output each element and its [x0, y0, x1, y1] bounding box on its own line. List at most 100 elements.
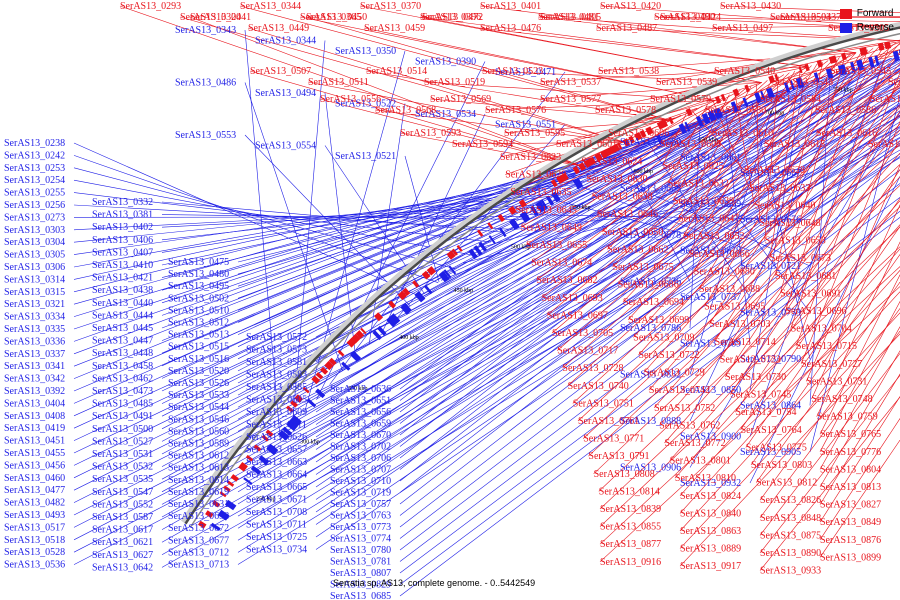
forward-gene-label: SerAS13_0635 [510, 187, 571, 198]
reverse-gene-label: SerAS13_0710 [330, 476, 391, 487]
forward-gene-label: SerAS13_0686 [618, 280, 679, 291]
forward-gene-connector [659, 152, 900, 426]
forward-gene-connector [305, 16, 670, 121]
reverse-gene-connector [316, 61, 486, 399]
forward-gene-label: SerAS13_0405 [540, 12, 601, 23]
reverse-gene-glyph [701, 112, 711, 125]
reverse-gene-label: SerAS13_0407 [92, 247, 153, 258]
forward-gene-connector [249, 70, 583, 167]
forward-gene-connector [740, 197, 900, 430]
forward-gene-connector [505, 107, 698, 175]
reverse-gene-glyph [386, 315, 398, 328]
reverse-gene-connector [315, 91, 778, 375]
reverse-gene-label: SerAS13_0786 [620, 323, 681, 334]
forward-gene-label: SerAS13_0776 [820, 447, 881, 458]
forward-gene-label: SerAS13_0503 [770, 12, 831, 23]
forward-gene-label: SerAS13_0648 [760, 218, 821, 229]
reverse-gene-connector [399, 129, 900, 516]
reverse-gene-label: SerAS13_0242 [4, 150, 65, 161]
reverse-gene-label: SerAS13_0515 [168, 342, 229, 353]
reverse-gene-glyph [783, 82, 790, 93]
reverse-gene-glyph [443, 269, 452, 279]
forward-gene-label: SerAS13_0615 [764, 139, 825, 150]
forward-gene-glyph [290, 400, 298, 408]
reverse-gene-label: SerAS13_0512 [168, 318, 229, 329]
reverse-gene-label: SerAS13_0614 [168, 475, 229, 486]
reverse-gene-label: SerAS13_0685 [330, 591, 391, 600]
reverse-gene-connector [507, 203, 751, 231]
forward-gene-connector [593, 184, 900, 475]
reverse-gene-label: SerAS13_0621 [92, 537, 153, 548]
reverse-gene-glyph [874, 55, 880, 66]
forward-gene-connector [679, 291, 900, 532]
ruler-tick-label: 700 kbp [765, 110, 785, 116]
forward-gene-label: SerAS13_0507 [250, 66, 311, 77]
forward-gene-glyph [662, 119, 668, 127]
forward-gene-label: SerAS13_0396 [420, 12, 481, 23]
reverse-gene-label: SerAS13_0517 [4, 522, 65, 533]
reverse-gene-connector [577, 184, 751, 251]
forward-gene-label: SerAS13_0714 [715, 337, 776, 348]
forward-gene-glyph [578, 162, 587, 171]
forward-gene-label: SerAS13_0705 [552, 328, 613, 339]
reverse-gene-glyph [837, 64, 847, 76]
forward-gene-label: SerAS13_0801 [670, 456, 731, 467]
forward-gene-glyph [421, 270, 431, 280]
reverse-gene-connector [462, 172, 811, 264]
forward-gene-connector [779, 15, 900, 18]
reverse-gene-label: SerAS13_0725 [246, 532, 307, 543]
reverse-gene-glyph [655, 134, 664, 145]
reverse-gene-glyph [813, 72, 820, 83]
reverse-gene-connector [315, 127, 900, 525]
reverse-gene-label: SerAS13_0708 [246, 507, 307, 518]
forward-gene-glyph [238, 462, 248, 472]
reverse-gene-label: SerAS13_0518 [4, 535, 65, 546]
forward-gene-glyph [477, 229, 484, 237]
reverse-gene-connector [674, 133, 811, 313]
forward-gene-label: SerAS13_0674 [531, 258, 592, 269]
forward-gene-label: SerAS13_0555 [888, 77, 900, 88]
forward-gene-label: SerAS13_0740 [568, 381, 629, 392]
reverse-gene-label: SerAS13_0471 [495, 67, 556, 78]
forward-gene-glyph [245, 454, 254, 462]
reverse-gene-label: SerAS13_0273 [4, 212, 65, 223]
reverse-gene-label: SerAS13_0419 [4, 423, 65, 434]
reverse-gene-label: SerAS13_0460 [4, 473, 65, 484]
forward-gene-connector [591, 96, 725, 197]
reverse-gene-label: SerAS13_0521 [335, 151, 396, 162]
forward-gene-label: SerAS13_0791 [588, 451, 649, 462]
reverse-gene-connector [244, 82, 343, 371]
reverse-gene-label: SerAS13_0670 [330, 430, 391, 441]
forward-gene-label: SerAS13_0523 [482, 66, 543, 77]
forward-gene-glyph [768, 75, 776, 84]
forward-gene-connector [499, 117, 676, 158]
reverse-gene-connector [73, 58, 900, 454]
forward-gene-label: SerAS13_0709 [633, 332, 694, 343]
reverse-gene-glyph [349, 350, 361, 362]
forward-gene-connector [693, 63, 818, 272]
reverse-gene-label: SerAS13_0636 [330, 384, 391, 395]
reverse-gene-glyph [377, 325, 387, 336]
reverse-gene-connector [625, 157, 691, 282]
forward-gene-glyph [714, 95, 722, 104]
ruler-tick-label: 550 kbp [571, 205, 591, 211]
forward-gene-glyph [451, 248, 458, 256]
forward-gene-connector [679, 312, 900, 549]
forward-gene-label: SerAS13_0877 [600, 539, 661, 550]
reverse-gene-connector [73, 69, 849, 417]
forward-gene-label: SerAS13_0653 [765, 236, 826, 247]
forward-gene-connector [674, 224, 900, 479]
reverse-gene-glyph [224, 499, 237, 511]
forward-gene-connector [541, 53, 851, 299]
forward-gene-glyph [668, 116, 674, 125]
reverse-gene-label: SerAS13_0668 [620, 184, 681, 195]
reverse-gene-label: SerAS13_0609 [246, 407, 307, 418]
reverse-gene-label: SerAS13_0254 [4, 175, 65, 186]
reverse-gene-label: SerAS13_0619 [168, 487, 229, 498]
forward-gene-connector [643, 84, 900, 373]
reverse-gene-glyph [306, 398, 317, 408]
forward-gene-label: SerAS13_0695 [704, 302, 765, 313]
reverse-gene-connector [161, 126, 900, 543]
reverse-gene-label: SerAS13_0790 [740, 354, 801, 365]
forward-gene-label: SerAS13_0588 [870, 94, 900, 105]
